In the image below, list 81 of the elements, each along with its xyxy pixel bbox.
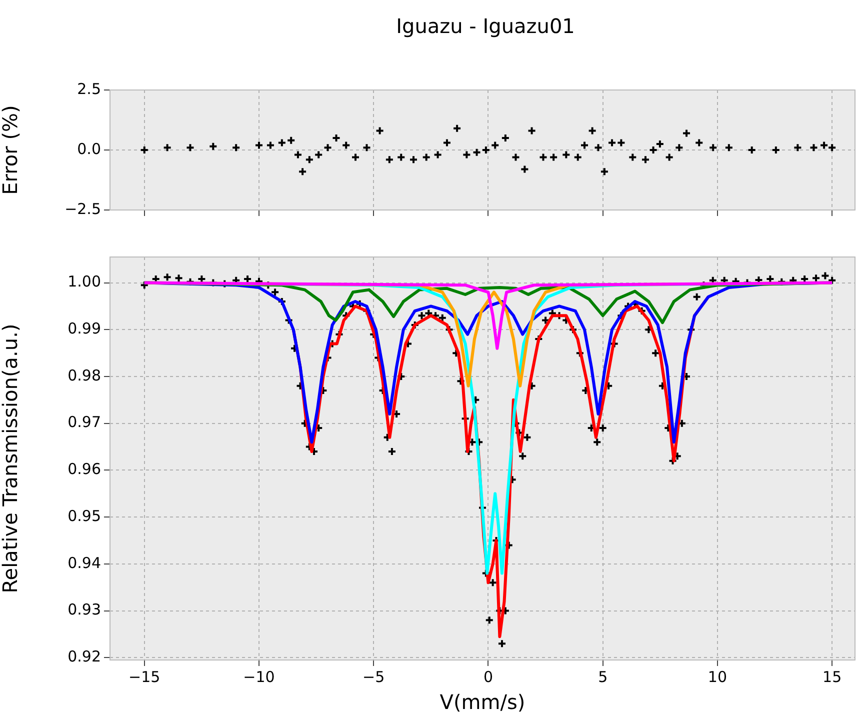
point (304, 155, 314, 164)
point (694, 138, 704, 148)
point (433, 150, 442, 160)
y-tick-label: −2.5 (64, 200, 101, 218)
point (724, 143, 734, 152)
point (708, 143, 718, 152)
point (674, 143, 684, 152)
point (422, 152, 431, 162)
point (616, 138, 626, 148)
point (323, 143, 332, 152)
y-tick-label: 2.5 (77, 80, 101, 98)
point (538, 152, 548, 162)
x-tick-label: −5 (362, 668, 385, 686)
point (809, 143, 818, 152)
y-tick-label: 0.96 (68, 460, 101, 478)
x-tick-label: −15 (128, 668, 160, 686)
point (232, 143, 241, 152)
point (588, 126, 597, 136)
point (375, 126, 384, 136)
point (140, 146, 149, 154)
point (396, 152, 406, 162)
point (648, 146, 658, 154)
point (186, 143, 195, 152)
y-tick-label: 0.93 (68, 600, 101, 619)
y-tick-label: 0.97 (68, 413, 101, 432)
point (472, 148, 482, 157)
point (332, 134, 341, 142)
point (409, 155, 418, 164)
point (640, 155, 650, 164)
x-tick-label: 10 (708, 668, 728, 686)
y-tick-label: 0.0 (77, 140, 101, 158)
point (442, 138, 452, 148)
point (527, 126, 536, 136)
point (162, 143, 172, 152)
point (298, 167, 308, 176)
x-tick-label: 0 (483, 668, 494, 686)
x-tick-label: 5 (598, 668, 608, 686)
point (608, 138, 617, 148)
y-tick-label: 1.00 (68, 272, 101, 291)
y-tick-label: 0.98 (68, 366, 101, 384)
point (600, 167, 609, 176)
point (664, 152, 674, 162)
chart-title: Iguazu - Iguazu01 (395, 14, 576, 38)
point (342, 140, 351, 150)
y-axis-title: Error (%) (0, 105, 22, 195)
point (682, 128, 692, 138)
point (314, 150, 324, 160)
point (452, 124, 462, 133)
point (384, 155, 394, 164)
point (293, 150, 302, 160)
point (490, 140, 500, 150)
point (511, 152, 520, 162)
point (462, 150, 472, 160)
x-tick-label: 15 (822, 668, 842, 686)
point (208, 142, 218, 151)
point (362, 143, 372, 152)
point (628, 152, 638, 162)
point (594, 143, 603, 152)
x-tick-label: −10 (243, 668, 275, 686)
point (266, 140, 275, 150)
y-axis-title: Relative Transmission(a.u.) (0, 324, 22, 594)
point (481, 146, 490, 154)
point (549, 152, 558, 162)
point (828, 143, 837, 152)
point (562, 150, 571, 160)
y-tick-label: 0.94 (68, 554, 101, 572)
y-tick-label: 0.95 (68, 506, 101, 525)
point (254, 140, 264, 150)
x-axis-title: V(mm/s) (440, 690, 526, 714)
y-tick-label: 0.92 (68, 648, 101, 666)
point (655, 140, 664, 148)
point (747, 146, 756, 154)
point (793, 143, 802, 152)
point (771, 146, 780, 154)
point (573, 152, 582, 162)
point (520, 164, 530, 174)
point (277, 138, 286, 148)
point (286, 136, 296, 145)
point (820, 140, 829, 150)
y-tick-label: 0.99 (68, 320, 101, 338)
point (500, 134, 510, 142)
